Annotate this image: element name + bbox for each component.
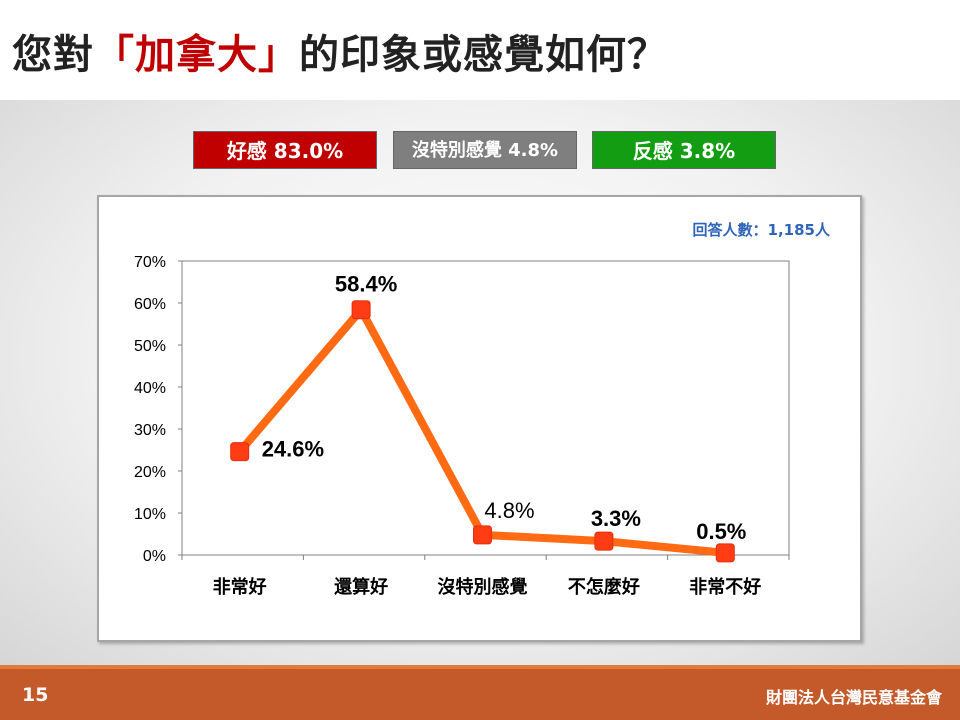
y-tick-label: 0% <box>143 548 166 565</box>
organization-name: 財團法人台灣民意基金會 <box>765 688 942 707</box>
data-label: 0.5% <box>696 519 746 544</box>
x-category-label: 沒特別感覺 <box>438 576 528 598</box>
data-point-marker <box>351 300 371 320</box>
page-title: 您對「加拿大」的印象或感覺如何？ <box>12 22 668 80</box>
y-tick-label: 50% <box>134 338 166 355</box>
page-number: 15 <box>22 684 49 706</box>
y-tick-label: 10% <box>134 506 166 523</box>
data-point-marker <box>594 531 614 551</box>
title-suffix: 的印象或感覺如何？ <box>299 32 668 78</box>
data-label: 3.3% <box>591 506 641 531</box>
chart-frame: 回答人數：1,185人 0% 10% 20% 30% 40% 50% 60% 70% 非常好 還算… <box>97 195 862 642</box>
data-label: 58.4% <box>335 272 397 297</box>
line-chart: 0% 10% 20% 30% 40% 50% 60% 70% 非常好 還算好 沒特別感覺 不怎麼好 非常… <box>134 254 790 598</box>
summary-good-badge: 好感 83.0% <box>193 131 377 169</box>
x-category-label: 不怎麼好 <box>568 576 640 598</box>
data-point-marker <box>230 442 250 462</box>
summary-bad-badge: 反感 3.8% <box>592 131 776 169</box>
plot-area <box>181 260 790 556</box>
x-category-label: 還算好 <box>334 576 388 598</box>
x-category-label: 非常好 <box>213 576 267 598</box>
data-label: 24.6% <box>262 437 324 462</box>
data-point-marker <box>715 543 735 563</box>
y-tick-label: 20% <box>134 464 166 481</box>
title-prefix: 您對 <box>12 32 94 78</box>
summary-neutral-badge: 沒特別感覺 4.8% <box>393 131 577 169</box>
respondent-count: 回答人數：1,185人 <box>692 221 830 239</box>
y-tick-label: 70% <box>134 254 166 271</box>
y-tick-label: 60% <box>134 296 166 313</box>
y-tick-label: 30% <box>134 422 166 439</box>
title-highlight: 「加拿大」 <box>94 32 299 78</box>
data-label: 4.8% <box>484 498 534 523</box>
footer-accent-line <box>0 665 960 669</box>
header: 您對「加拿大」的印象或感覺如何？ <box>0 0 960 100</box>
y-tick-label: 40% <box>134 380 166 397</box>
footer-bar <box>0 665 960 720</box>
x-category-label: 非常不好 <box>689 576 761 598</box>
data-point-marker <box>473 525 492 545</box>
